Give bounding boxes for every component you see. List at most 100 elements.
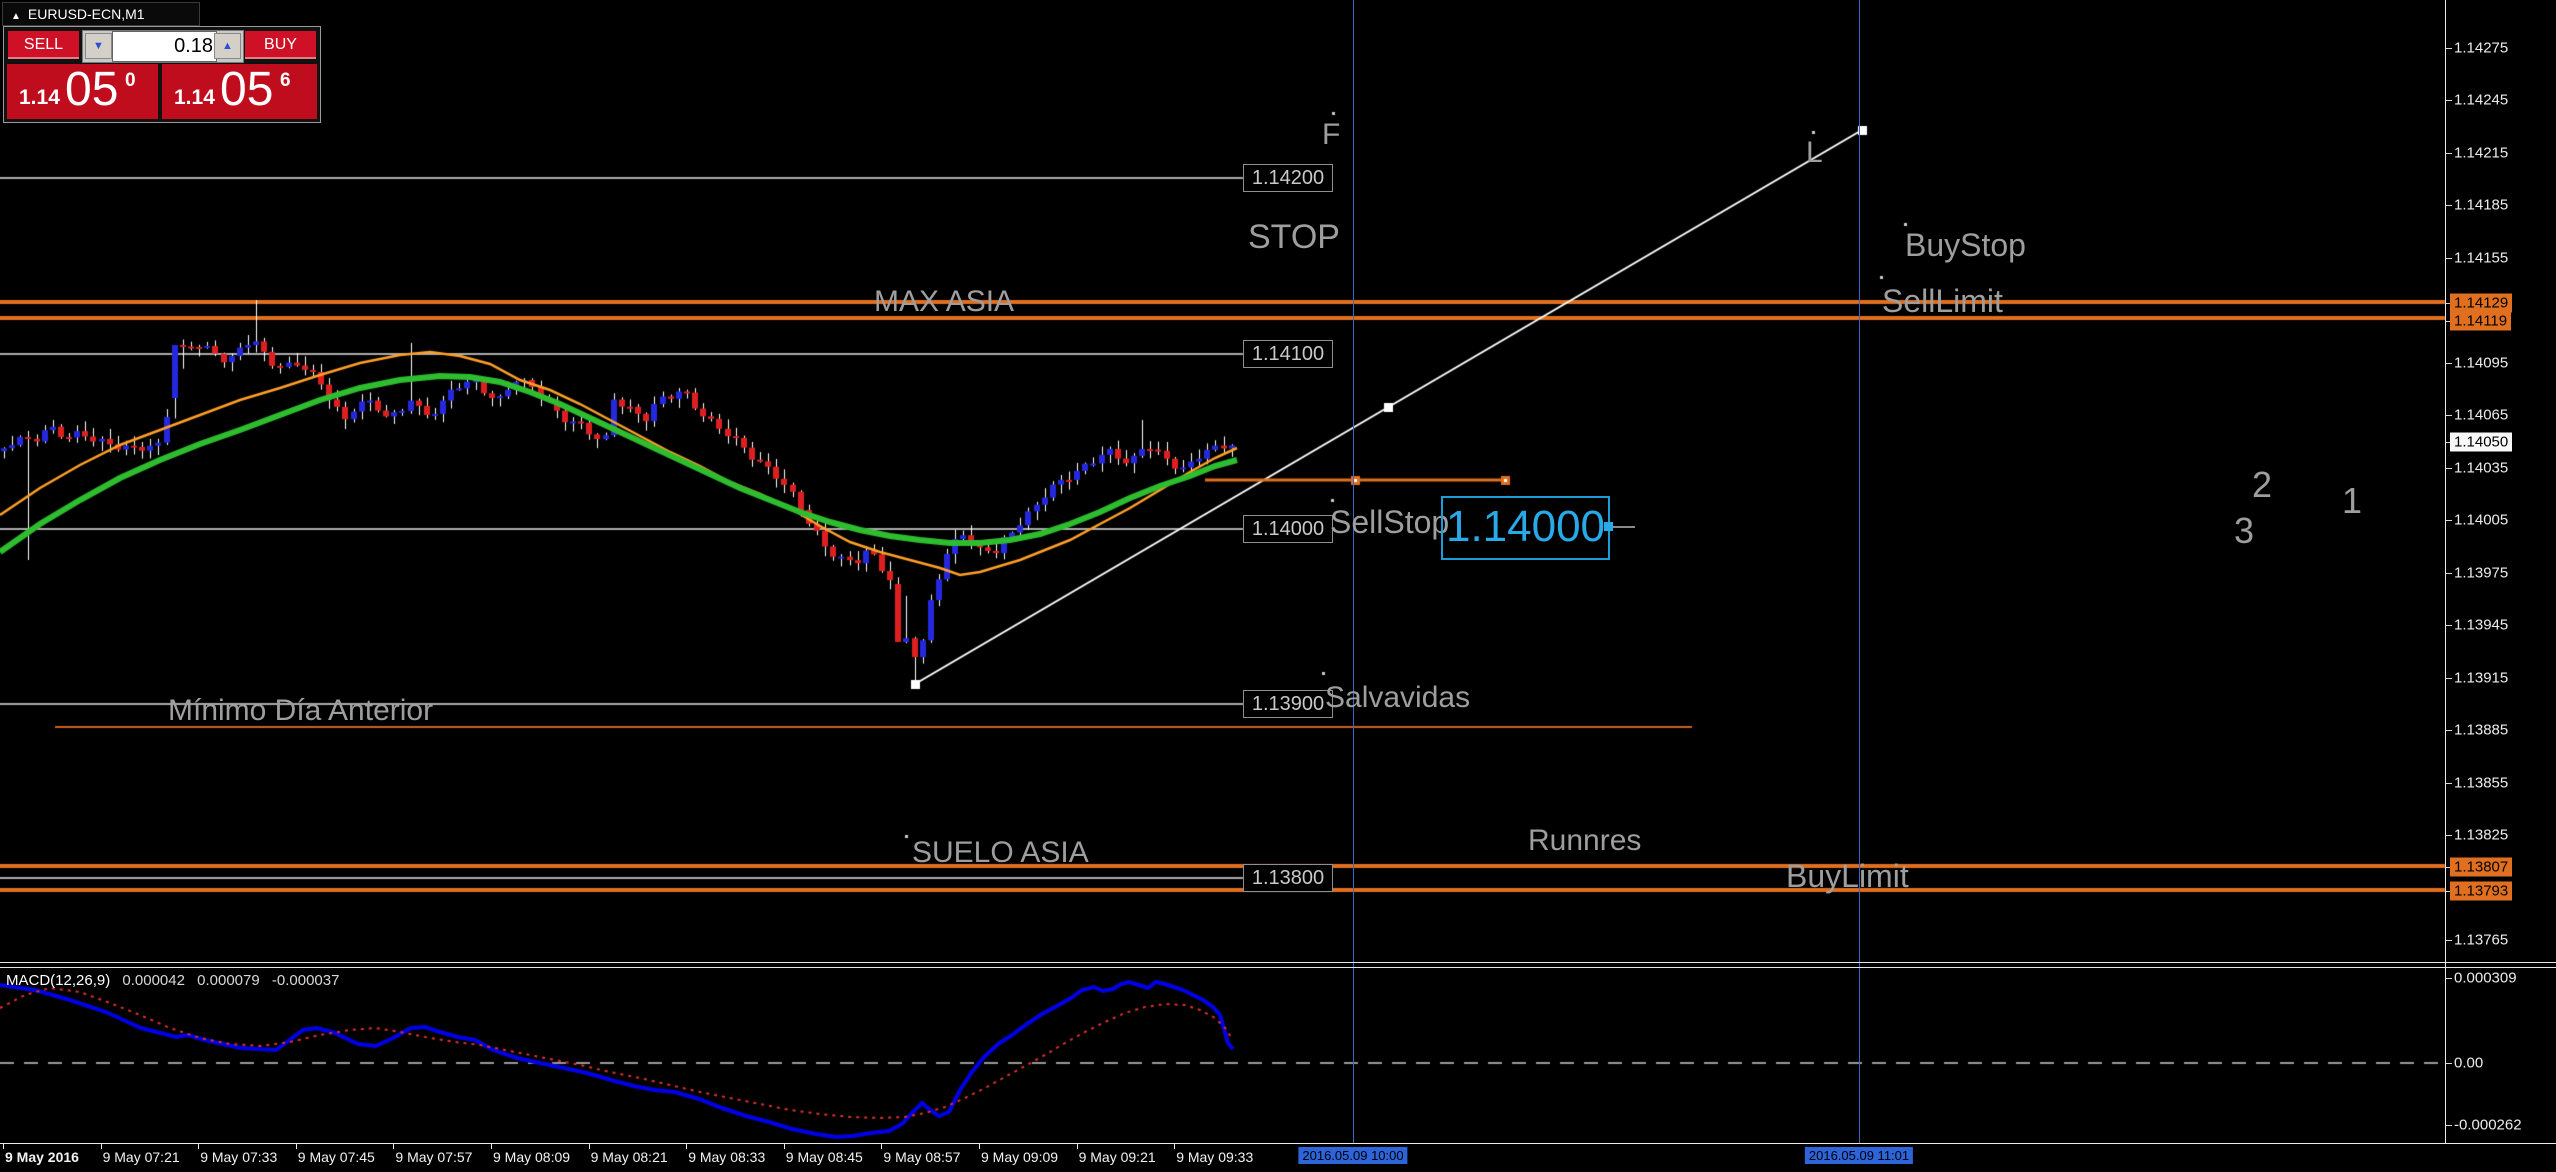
time-axis-tick (783, 1144, 785, 1149)
price-axis-tick (2446, 940, 2452, 941)
annotation-text[interactable]: Salvavidas (1325, 681, 1471, 714)
level-label-box[interactable]: 1.14200 (1243, 164, 1333, 192)
annotation-text[interactable]: F (1322, 118, 1341, 151)
level-price-tag: 1.13793 (2450, 881, 2513, 901)
time-axis-label: 9 May 07:57 (395, 1149, 473, 1165)
macd-axis-label: -0.000262 (2454, 1116, 2522, 1134)
level-label-box[interactable]: 1.13800 (1243, 864, 1333, 892)
level-price-tag: 1.14129 (2450, 293, 2513, 313)
annotation-text[interactable]: MAX ASIA (874, 285, 1015, 318)
price-axis-label: 1.14155 (2454, 249, 2509, 267)
chart-title-bar[interactable]: ▲ EURUSD-ECN,M1 (2, 2, 200, 26)
price-axis-tick (2446, 205, 2452, 206)
price-axis-label: 1.13975 (2454, 564, 2509, 582)
level-label-box[interactable]: 1.13900 (1243, 690, 1333, 718)
buy-button[interactable]: BUY (245, 31, 316, 59)
price-axis-tick (2446, 867, 2452, 868)
macd-axis-label: 0.00 (2454, 1054, 2484, 1072)
price-axis-tick (2446, 415, 2452, 416)
time-axis-tick (686, 1144, 688, 1149)
pending-order-price: 1.14000 (1445, 502, 1606, 551)
level-price-tag: 1.14119 (2450, 311, 2512, 331)
time-axis-label: 9 May 09:09 (981, 1149, 1059, 1165)
chart-title: EURUSD-ECN,M1 (27, 6, 145, 22)
price-axis-tick (2446, 363, 2452, 364)
volume-increase-button[interactable]: ▲ (214, 33, 241, 59)
price-axis-tick (2446, 835, 2452, 836)
price-axis-label: 1.13945 (2454, 616, 2509, 634)
volume-input[interactable] (112, 31, 217, 62)
time-axis[interactable]: 9 May 2016 9 May 07:21 9 May 07:33 9 May 07… (0, 1144, 2556, 1172)
time-axis-tick (198, 1144, 200, 1149)
annotation-text[interactable]: 2 (2252, 464, 2273, 505)
level-label-box[interactable]: 1.14000 (1243, 515, 1333, 543)
macd-value-main: 0.000042 (122, 972, 185, 989)
annotation-text[interactable]: BuyLimit (1786, 858, 1909, 894)
vertical-time-line[interactable] (1353, 0, 1354, 1148)
price-axis-label: 1.13885 (2454, 721, 2509, 739)
price-axis-tick (2446, 891, 2452, 892)
annotation-text[interactable]: SUELO ASIA (912, 836, 1089, 869)
sell-button[interactable]: SELL (8, 31, 79, 59)
time-axis-tick (295, 1144, 297, 1149)
price-axis-tick (2446, 783, 2452, 784)
annotation-text[interactable]: SellLimit (1882, 283, 2003, 319)
time-axis-label: 9 May 08:57 (883, 1149, 961, 1165)
price-axis-tick (2446, 153, 2452, 154)
level-price-tag: 1.13807 (2450, 857, 2513, 877)
price-axis-tick (2446, 573, 2452, 574)
time-axis-tick (588, 1144, 590, 1149)
price-axis-label: 1.14215 (2454, 144, 2509, 162)
collapse-icon[interactable]: ▲ (11, 11, 21, 22)
time-axis-label: 9 May 08:45 (785, 1149, 863, 1165)
sell-price-display[interactable]: 1.14 05 0 (7, 63, 158, 119)
buy-price-display[interactable]: 1.14 05 6 (162, 63, 317, 119)
time-axis-tick (3, 1144, 4, 1149)
panel-separator-top[interactable] (0, 962, 2556, 963)
trade-box: SELL ▼ ▲ BUY 1.14 05 0 1.14 05 6 (3, 26, 321, 123)
price-axis-label: 1.14245 (2454, 91, 2509, 109)
macd-axis-tick (2446, 1063, 2452, 1064)
annotation-text[interactable]: BuyStop (1905, 227, 2026, 263)
price-axis-tick (2446, 730, 2452, 731)
current-price-tag: 1.14050 (2450, 432, 2513, 452)
price-axis-tick (2446, 258, 2452, 259)
macd-value-osma: -0.000037 (271, 972, 340, 989)
annotation-text[interactable]: Runnres (1528, 824, 1642, 857)
time-axis-label: 9 May 07:21 (102, 1149, 180, 1165)
time-axis-label: 9 May 07:45 (297, 1149, 375, 1165)
vertical-time-line[interactable] (1859, 0, 1860, 1148)
price-axis-tick (2446, 625, 2452, 626)
price-axis-label: 1.13765 (2454, 931, 2509, 949)
price-axis-tick (2446, 321, 2452, 322)
panel-separator-bottom (0, 967, 2556, 968)
annotation-text[interactable]: Mínimo Día Anterior (168, 694, 434, 727)
price-axis-tick (2446, 468, 2452, 469)
pending-order-handle[interactable] (1604, 522, 1613, 531)
pending-order-price-box[interactable]: 1.14000 (1441, 496, 1610, 560)
macd-axis-tick (2446, 1125, 2452, 1126)
price-axis-label: 1.14035 (2454, 459, 2509, 477)
price-axis-label: 1.14095 (2454, 354, 2509, 372)
buy-price-sup: 6 (280, 70, 291, 91)
level-label-box[interactable]: 1.14100 (1243, 340, 1333, 368)
annotation-text[interactable]: SellStop (1330, 504, 1450, 540)
annotation-text[interactable]: 1 (2342, 480, 2363, 521)
annotation-text[interactable]: STOP (1248, 218, 1340, 256)
macd-indicator-label: MACD(12,26,9) 0.000042 0.000079 -0.00003… (6, 972, 347, 989)
price-axis-label: 1.14275 (2454, 39, 2509, 57)
pending-order-tick (1613, 526, 1635, 528)
volume-decrease-button[interactable]: ▼ (85, 33, 112, 59)
annotation-text[interactable]: 3 (2234, 510, 2255, 551)
annotation-text[interactable]: L (1806, 136, 1823, 169)
price-axis-label: 1.14185 (2454, 196, 2509, 214)
price-axis-label: 1.14065 (2454, 406, 2509, 424)
sell-price-small: 1.14 (19, 86, 60, 109)
time-axis-tick (100, 1144, 102, 1149)
macd-axis-tick (2446, 978, 2452, 979)
volume-spinner: ▼ ▲ (82, 30, 244, 63)
buy-price-small: 1.14 (174, 86, 215, 109)
time-axis-label: 9 May 08:09 (493, 1149, 571, 1165)
one-click-trading-panel: ▲ EURUSD-ECN,M1 SELL ▼ ▲ BUY 1.14 05 0 1.… (2, 2, 321, 123)
